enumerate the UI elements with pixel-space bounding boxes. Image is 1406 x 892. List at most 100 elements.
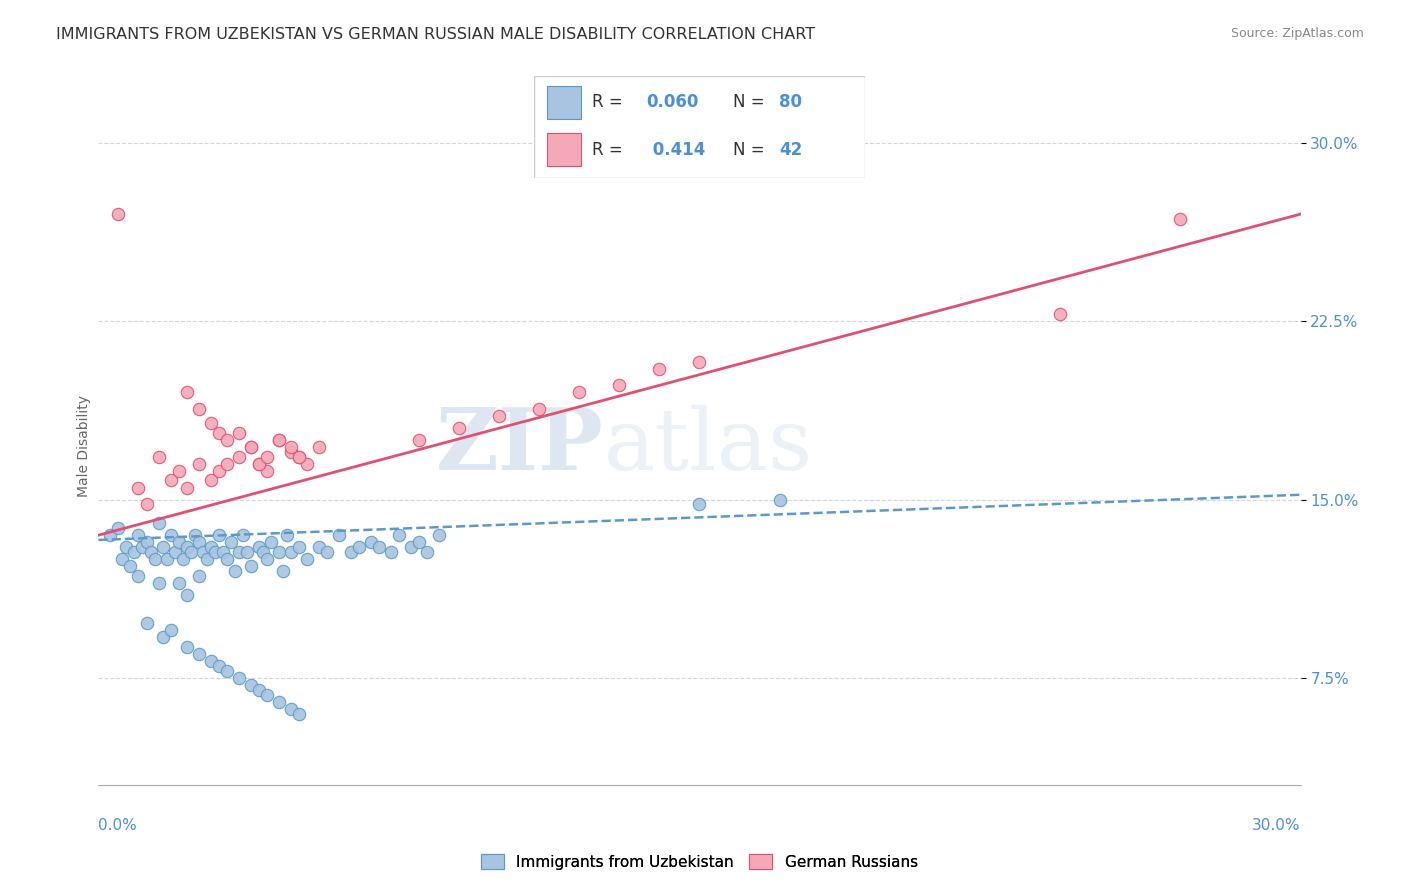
Point [143,552,166,566]
Text: R =: R = [592,141,628,159]
Point [267,695,290,709]
Point [215,457,238,471]
Point [529,402,551,417]
Point [568,385,591,400]
Point [148,516,170,531]
FancyBboxPatch shape [547,87,581,119]
Point [124,545,146,559]
Point [167,535,190,549]
Point [195,552,218,566]
Point [280,440,302,454]
Legend: Immigrants from Uzbekistan, German Russians: Immigrants from Uzbekistan, German Russi… [475,847,924,876]
Point [187,457,209,471]
Point [232,528,254,542]
Point [427,528,450,542]
Point [260,535,283,549]
Text: N =: N = [733,94,769,112]
Point [447,421,470,435]
Point [1049,307,1071,321]
Point [176,385,198,400]
Point [228,545,250,559]
Point [200,474,222,488]
Point [135,616,157,631]
Point [247,457,270,471]
Point [187,402,209,417]
Point [239,678,262,692]
Point [208,425,231,440]
Point [308,540,330,554]
Point [408,535,430,549]
Point [256,688,278,702]
Point [111,552,134,566]
Point [128,528,150,542]
Point [204,545,226,559]
Point [239,440,262,454]
Text: Source: ZipAtlas.com: Source: ZipAtlas.com [1230,27,1364,40]
Point [163,545,186,559]
Text: 0.0%: 0.0% [98,818,138,832]
Point [135,535,157,549]
Text: ZIP: ZIP [436,404,603,488]
Point [280,702,302,716]
Point [208,528,231,542]
Point [159,474,181,488]
Point [295,552,318,566]
Point [180,545,202,559]
Point [276,528,298,542]
Point [416,545,439,559]
Point [191,545,214,559]
Text: atlas: atlas [603,404,813,488]
Point [176,588,198,602]
Point [380,545,402,559]
Point [219,535,242,549]
Point [247,457,270,471]
FancyBboxPatch shape [547,133,581,166]
Point [288,450,311,464]
Text: 80: 80 [779,94,801,112]
Point [267,433,290,447]
Point [176,640,198,654]
Point [135,497,157,511]
Point [187,647,209,661]
Point [648,361,671,376]
Point [288,450,311,464]
Point [239,559,262,574]
Point [148,450,170,464]
Point [256,464,278,478]
Point [159,528,181,542]
Point [228,425,250,440]
Point [347,540,370,554]
Point [408,433,430,447]
Point [200,540,222,554]
Text: 0.414: 0.414 [647,141,704,159]
Point [247,540,270,554]
Point [215,664,238,678]
Text: R =: R = [592,94,628,112]
Point [288,540,311,554]
Point [200,654,222,668]
Text: N =: N = [733,141,769,159]
Point [100,528,122,542]
Point [247,682,270,697]
Point [131,540,153,554]
Point [768,492,790,507]
Point [152,540,174,554]
Point [340,545,363,559]
Text: 0.060: 0.060 [647,94,699,112]
Point [239,440,262,454]
Point [609,378,631,392]
Point [295,457,318,471]
Point [107,207,129,221]
Point [267,433,290,447]
Point [315,545,337,559]
Point [128,568,150,582]
Y-axis label: Male Disability: Male Disability [77,395,91,497]
Point [115,540,138,554]
Point [252,545,274,559]
Point [155,552,177,566]
Point [280,545,302,559]
Point [200,417,222,431]
Point [1170,211,1192,226]
Point [187,535,209,549]
Point [228,671,250,685]
